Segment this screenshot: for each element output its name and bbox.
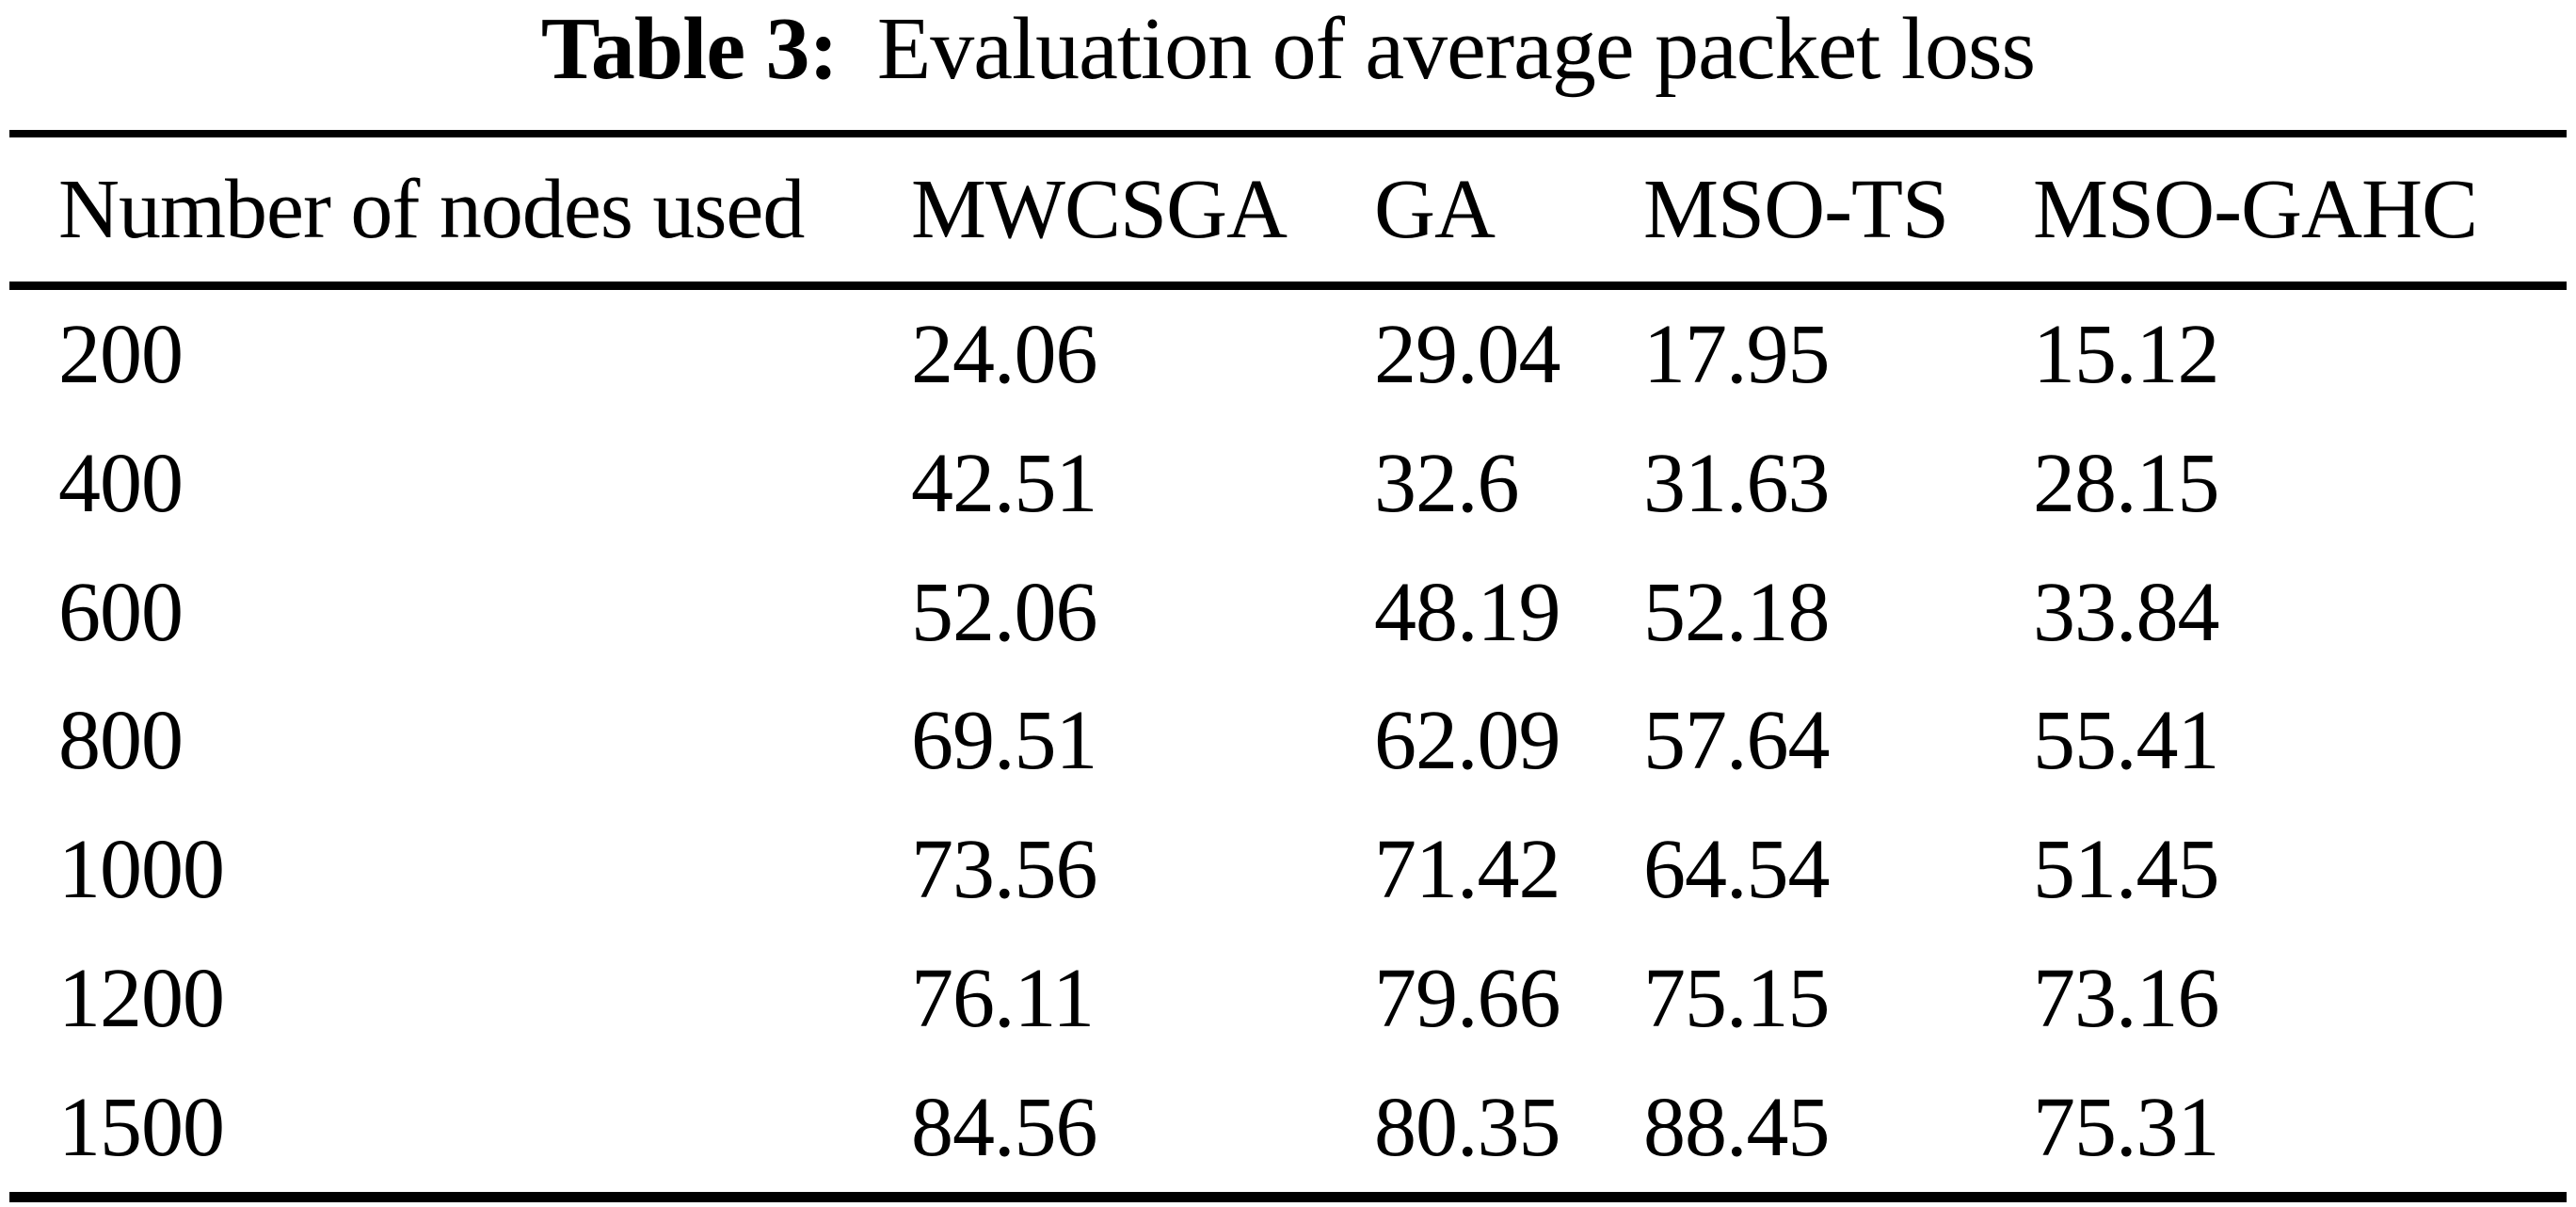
table-row: 600 52.06 48.19 52.18 33.84 bbox=[0, 548, 2576, 677]
column-header-ga: GA bbox=[1374, 163, 1496, 256]
table-caption: Table 3: Evaluation of average packet lo… bbox=[0, 0, 2576, 105]
table-cell-ga: 32.6 bbox=[1374, 436, 1520, 530]
table-cell-ga: 80.35 bbox=[1374, 1081, 1561, 1175]
table-cell-mso-gahc: 55.41 bbox=[2033, 694, 2220, 788]
table-cell-mso-gahc: 28.15 bbox=[2033, 436, 2220, 530]
table-cell-nodes: 1200 bbox=[58, 952, 225, 1046]
table-cell-mso-gahc: 15.12 bbox=[2033, 307, 2220, 401]
table-cell-nodes: 400 bbox=[58, 436, 184, 530]
table-cell-ga: 79.66 bbox=[1374, 952, 1561, 1046]
column-header-mwcsga: MWCSGA bbox=[911, 163, 1288, 256]
table-cell-mso-ts: 31.63 bbox=[1643, 436, 1831, 530]
table-cell-mso-gahc: 33.84 bbox=[2033, 565, 2220, 659]
table-header-row: Number of nodes used MWCSGA GA MSO-TS MS… bbox=[0, 137, 2576, 282]
table-cell-nodes: 1500 bbox=[58, 1081, 225, 1175]
table-cell-mwcsga: 76.11 bbox=[911, 952, 1095, 1046]
table-cell-nodes: 600 bbox=[58, 565, 184, 659]
table-cell-ga: 48.19 bbox=[1374, 565, 1561, 659]
table-rule-top bbox=[9, 130, 2567, 137]
table-cell-mso-ts: 17.95 bbox=[1643, 307, 1831, 401]
table-row: 1200 76.11 79.66 75.15 73.16 bbox=[0, 934, 2576, 1063]
table-body: 200 24.06 29.04 17.95 15.12 400 42.51 32… bbox=[0, 290, 2576, 1192]
column-header-nodes: Number of nodes used bbox=[58, 163, 805, 256]
table-row: 1000 73.56 71.42 64.54 51.45 bbox=[0, 805, 2576, 934]
table-row: 800 69.51 62.09 57.64 55.41 bbox=[0, 677, 2576, 806]
table-cell-mso-ts: 52.18 bbox=[1643, 565, 1831, 659]
table-row: 200 24.06 29.04 17.95 15.12 bbox=[0, 290, 2576, 419]
table-cell-ga: 29.04 bbox=[1374, 307, 1561, 401]
table-row: 1500 84.56 80.35 88.45 75.31 bbox=[0, 1063, 2576, 1192]
table-cell-mso-gahc: 73.16 bbox=[2033, 952, 2220, 1046]
table-cell-mso-gahc: 75.31 bbox=[2033, 1081, 2220, 1175]
table-cell-mso-ts: 88.45 bbox=[1643, 1081, 1831, 1175]
table-cell-mwcsga: 24.06 bbox=[911, 307, 1098, 401]
table-cell-nodes: 1000 bbox=[58, 823, 225, 917]
table-cell-mwcsga: 52.06 bbox=[911, 565, 1098, 659]
table-cell-ga: 71.42 bbox=[1374, 823, 1561, 917]
table-rule-header bbox=[9, 282, 2567, 290]
table-cell-nodes: 200 bbox=[58, 307, 184, 401]
table-cell-mso-ts: 64.54 bbox=[1643, 823, 1831, 917]
table-cell-mwcsga: 84.56 bbox=[911, 1081, 1098, 1175]
table-cell-mwcsga: 69.51 bbox=[911, 694, 1098, 788]
table-cell-mso-ts: 75.15 bbox=[1643, 952, 1831, 1046]
table-rule-bottom bbox=[9, 1192, 2567, 1202]
caption-label: Table 3: bbox=[540, 0, 839, 98]
table-cell-mwcsga: 42.51 bbox=[911, 436, 1098, 530]
table-cell-mso-gahc: 51.45 bbox=[2033, 823, 2220, 917]
caption-text: Evaluation of average packet loss bbox=[876, 0, 2036, 98]
table-cell-nodes: 800 bbox=[58, 694, 184, 788]
column-header-mso-ts: MSO-TS bbox=[1643, 163, 1949, 256]
column-header-mso-gahc: MSO-GAHC bbox=[2033, 163, 2478, 256]
table-cell-mso-ts: 57.64 bbox=[1643, 694, 1831, 788]
table-row: 400 42.51 32.6 31.63 28.15 bbox=[0, 419, 2576, 548]
table-cell-ga: 62.09 bbox=[1374, 694, 1561, 788]
table-cell-mwcsga: 73.56 bbox=[911, 823, 1098, 917]
